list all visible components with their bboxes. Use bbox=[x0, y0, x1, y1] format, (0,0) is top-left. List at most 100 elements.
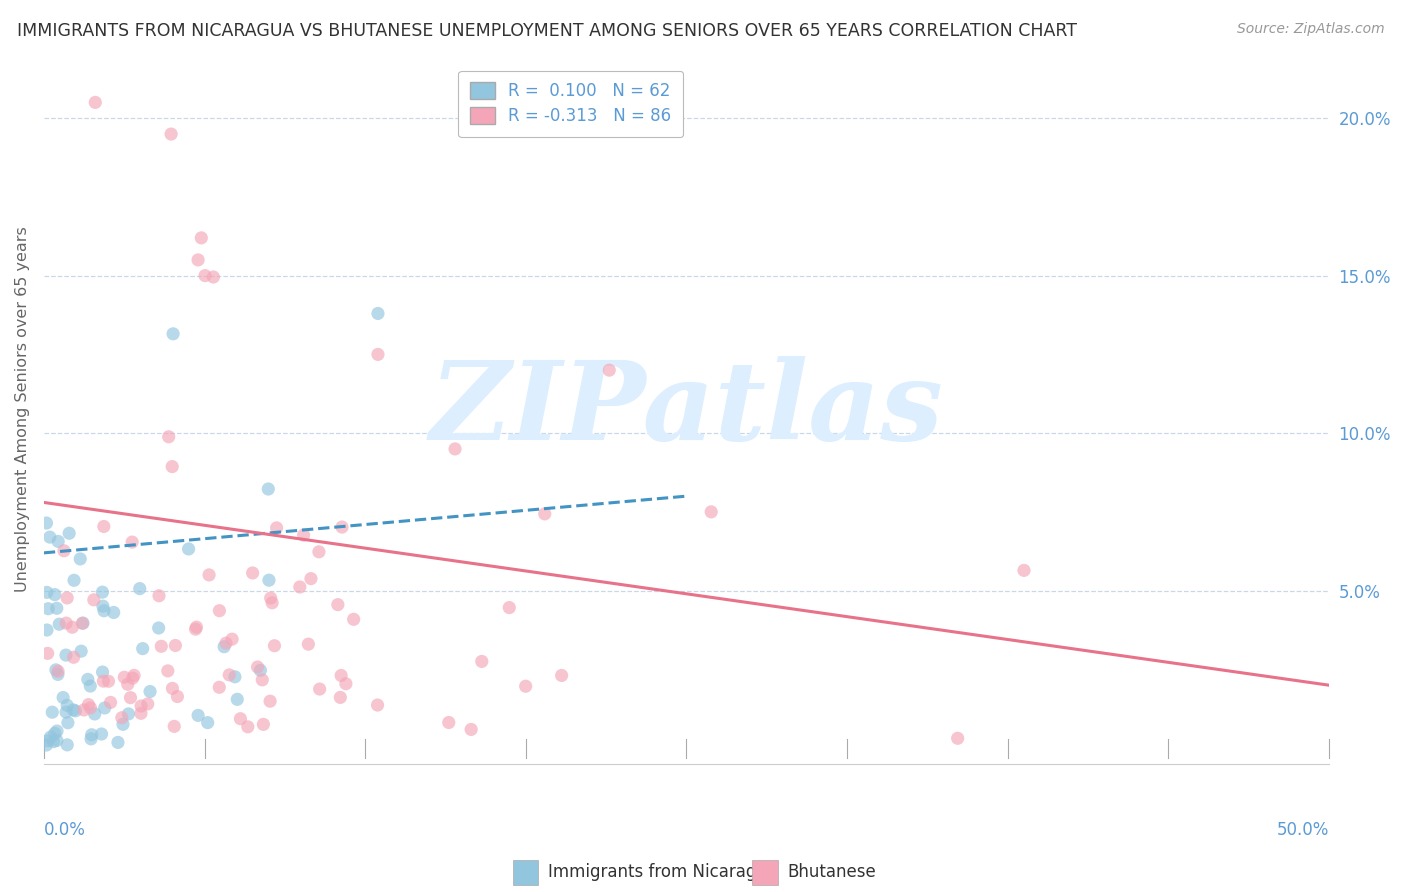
Point bbox=[55, 705, 77, 719]
Point bbox=[60, 620, 83, 634]
Point bbox=[128, 582, 150, 596]
Point bbox=[165, 639, 187, 653]
Point bbox=[252, 717, 274, 731]
Point bbox=[533, 507, 555, 521]
Point bbox=[236, 720, 259, 734]
Point bbox=[299, 572, 322, 586]
Point bbox=[111, 717, 134, 731]
Point bbox=[208, 604, 231, 618]
Point bbox=[69, 552, 91, 566]
Point bbox=[37, 601, 59, 615]
Point bbox=[62, 703, 84, 717]
Point bbox=[111, 711, 134, 725]
Point bbox=[53, 543, 76, 558]
Point bbox=[35, 585, 58, 599]
Point bbox=[52, 690, 75, 705]
Point bbox=[252, 673, 274, 687]
Point bbox=[79, 679, 101, 693]
Point bbox=[46, 724, 69, 739]
Point bbox=[292, 528, 315, 542]
Point bbox=[45, 663, 67, 677]
Point bbox=[367, 698, 389, 712]
Point bbox=[55, 648, 77, 662]
Point bbox=[263, 639, 285, 653]
Point bbox=[148, 589, 170, 603]
Point bbox=[44, 726, 66, 740]
Point bbox=[246, 660, 269, 674]
Point bbox=[91, 665, 114, 679]
Point bbox=[41, 705, 63, 719]
Text: IMMIGRANTS FROM NICARAGUA VS BHUTANESE UNEMPLOYMENT AMONG SENIORS OVER 65 YEARS : IMMIGRANTS FROM NICARAGUA VS BHUTANESE U… bbox=[17, 22, 1077, 40]
Point bbox=[198, 568, 221, 582]
Point bbox=[107, 735, 129, 749]
Point bbox=[259, 694, 281, 708]
Point bbox=[35, 516, 58, 530]
Point bbox=[56, 698, 79, 713]
Point bbox=[308, 545, 330, 559]
Point bbox=[498, 600, 520, 615]
Point bbox=[84, 95, 107, 110]
Point bbox=[221, 632, 243, 647]
Point bbox=[97, 674, 120, 689]
Point bbox=[208, 680, 231, 694]
Point bbox=[515, 679, 537, 693]
Point bbox=[80, 731, 103, 746]
Point bbox=[343, 612, 366, 626]
Point bbox=[83, 592, 105, 607]
Point bbox=[212, 640, 235, 654]
Point bbox=[177, 541, 200, 556]
Point bbox=[48, 617, 70, 632]
Point bbox=[91, 585, 114, 599]
Point bbox=[1012, 563, 1035, 577]
Point bbox=[58, 526, 80, 541]
Point bbox=[65, 704, 87, 718]
Point bbox=[35, 623, 58, 637]
Point bbox=[83, 706, 105, 721]
Point bbox=[45, 601, 67, 615]
Point bbox=[121, 535, 143, 549]
Point bbox=[229, 712, 252, 726]
Point bbox=[308, 681, 330, 696]
Text: ZIPatlas: ZIPatlas bbox=[429, 356, 943, 463]
Point bbox=[93, 701, 115, 715]
Point bbox=[73, 703, 96, 717]
Text: 50.0%: 50.0% bbox=[1277, 821, 1329, 838]
Point bbox=[330, 668, 353, 682]
Point bbox=[37, 733, 59, 747]
Point bbox=[129, 706, 152, 721]
Point bbox=[120, 690, 142, 705]
Point bbox=[437, 715, 460, 730]
Point bbox=[226, 692, 249, 706]
Point bbox=[262, 596, 284, 610]
Text: Immigrants from Nicaragua: Immigrants from Nicaragua bbox=[548, 863, 778, 881]
Point bbox=[76, 673, 98, 687]
Point bbox=[100, 695, 122, 709]
Point bbox=[91, 599, 114, 614]
Point bbox=[79, 701, 101, 715]
Point bbox=[37, 646, 59, 660]
Point bbox=[184, 622, 207, 636]
Point bbox=[103, 606, 125, 620]
Point bbox=[42, 734, 65, 748]
Point bbox=[700, 505, 723, 519]
Point bbox=[55, 616, 77, 631]
Point bbox=[224, 670, 246, 684]
Point bbox=[550, 668, 572, 682]
Point bbox=[72, 616, 94, 631]
Point bbox=[946, 731, 969, 746]
Point bbox=[46, 667, 69, 681]
Point bbox=[160, 459, 183, 474]
Point bbox=[242, 566, 264, 580]
Point bbox=[139, 684, 162, 698]
Point bbox=[257, 482, 280, 496]
Point bbox=[215, 636, 238, 650]
Point bbox=[62, 650, 84, 665]
Point bbox=[80, 728, 103, 742]
Point bbox=[148, 621, 170, 635]
Point bbox=[131, 641, 153, 656]
Point bbox=[367, 306, 389, 320]
Point bbox=[70, 644, 93, 658]
Text: Bhutanese: Bhutanese bbox=[787, 863, 876, 881]
Point bbox=[190, 231, 212, 245]
Point bbox=[218, 668, 240, 682]
